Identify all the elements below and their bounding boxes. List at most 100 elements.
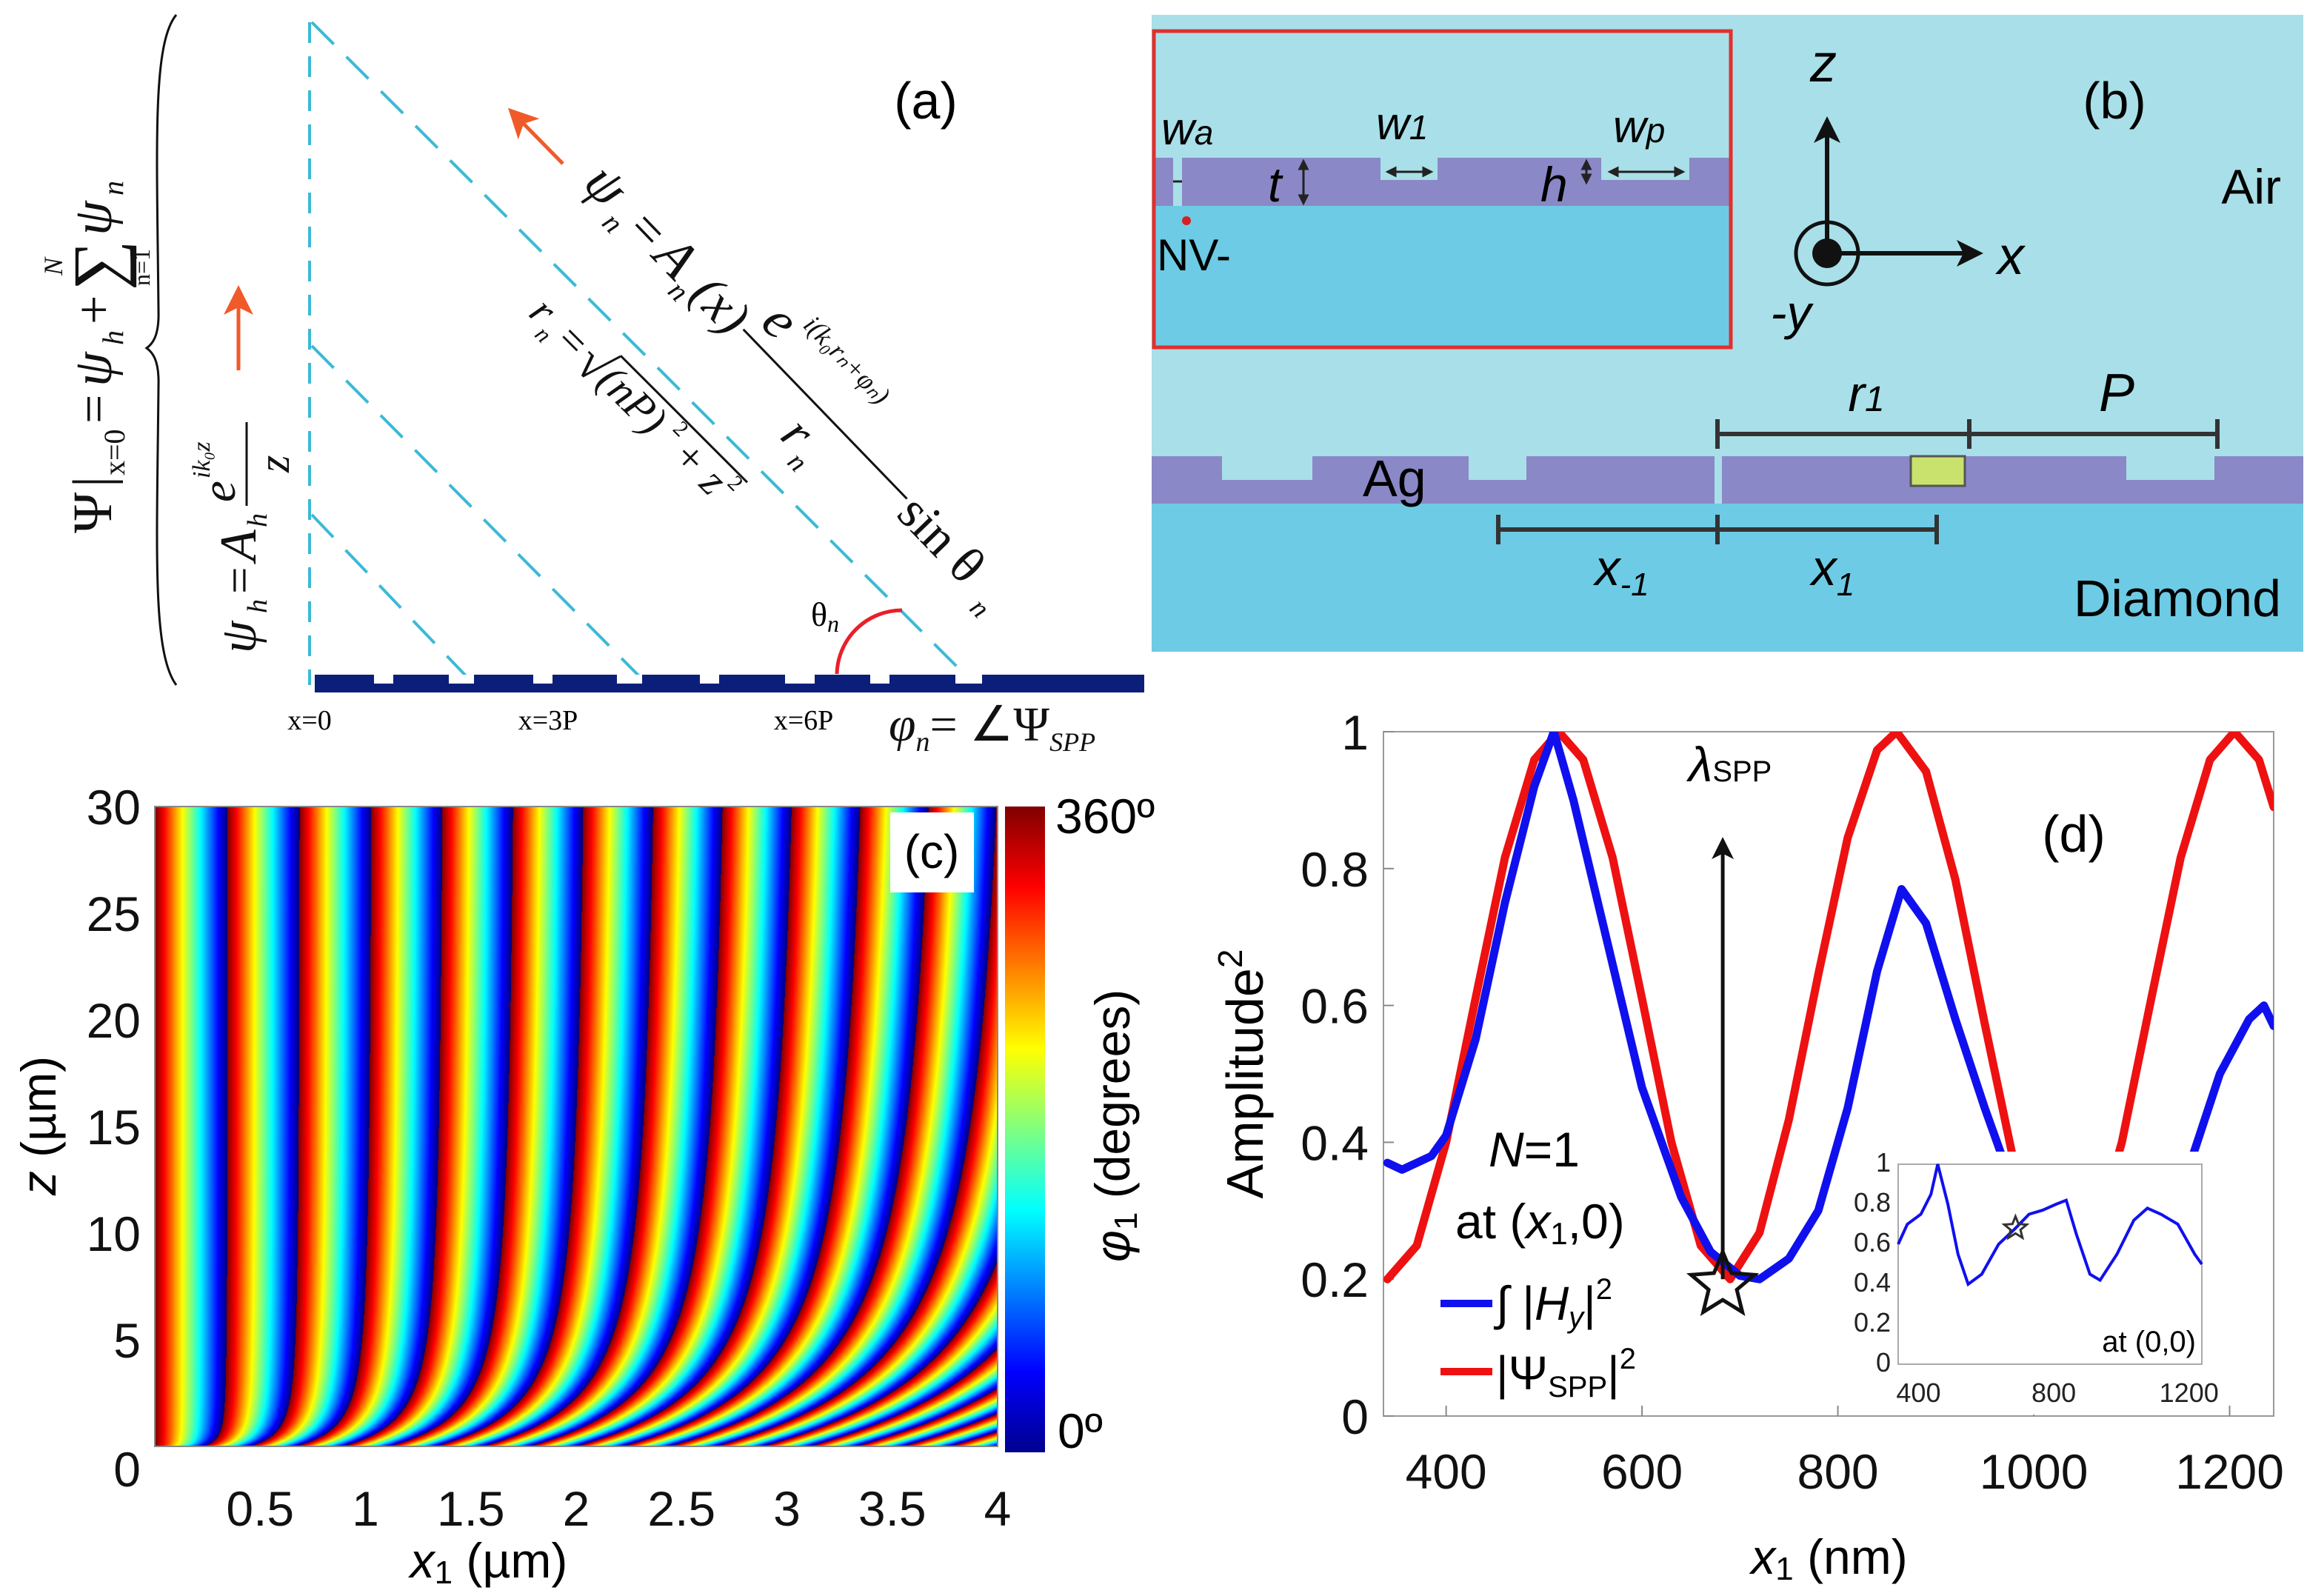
x0-label: x=0 xyxy=(287,705,331,736)
c-y-tick-label: 15 xyxy=(87,1100,141,1155)
h-label: h xyxy=(1540,157,1568,212)
y-axis-label: -y xyxy=(1771,285,1814,340)
eq-total-sum-bottom: n=1 xyxy=(128,249,155,286)
series-psi-spp-line xyxy=(1383,732,2274,1283)
eq-total-psi-h: ψ xyxy=(62,351,124,387)
ag-label: Ag xyxy=(1363,450,1426,507)
colorbar-min-label: 0º xyxy=(1058,1403,1103,1458)
eq-total-sum-top: N xyxy=(39,256,68,276)
c-x-tick-label: 4 xyxy=(984,1481,1012,1536)
eq-h-A: A xyxy=(210,530,267,564)
c-x-ticks: 0.5 1 1.5 2 2.5 3 3.5 4 xyxy=(226,1481,1011,1536)
eq-h-exponent: ik₀z xyxy=(188,441,216,478)
geometry-inset: wa w1 wp t h NV- xyxy=(1152,29,1733,350)
x-1-label: x-1 xyxy=(1592,540,1649,603)
panel-c-label: (c) xyxy=(904,825,960,878)
silver-film xyxy=(1152,456,2303,504)
r1-label: r1 xyxy=(1848,366,1884,422)
x3p-label: x=3P xyxy=(518,705,578,736)
diffraction-ray-3P xyxy=(310,344,649,686)
eq-total-sum: ∑ xyxy=(59,240,137,290)
c-x-tick-label: 3 xyxy=(773,1481,801,1536)
eq-total-equals: = xyxy=(66,395,123,424)
c-y-tick-label: 25 xyxy=(87,887,141,941)
colorbar-max-label: 360º xyxy=(1055,789,1155,844)
eq-total-plus: + xyxy=(66,296,123,324)
d-x-tick-label: 400 xyxy=(1406,1444,1487,1499)
inset-series xyxy=(1897,1163,2203,1287)
c-y-tick-label: 0 xyxy=(113,1442,141,1497)
z-axis-label: z xyxy=(1809,34,1837,93)
grating xyxy=(315,675,1144,692)
scattered-wave-arrow xyxy=(507,107,564,165)
d-ticks: 400 600 800 1000 1200 0 0.2 0.4 0.6 0.8 1 xyxy=(1301,705,2284,1499)
d-y-tick-label: 0.8 xyxy=(1301,842,1369,897)
eq-total-psi: Ψ xyxy=(62,492,124,533)
grating-grooves xyxy=(1222,456,2214,504)
eq-n-exponent: i(k₀rₙ+φₙ) xyxy=(798,310,896,410)
x-axis-label: x xyxy=(1995,227,2026,286)
period-label: P xyxy=(2099,364,2134,423)
d-x-tick-label: 600 xyxy=(1601,1444,1683,1499)
inset-y-tick-label: 0.6 xyxy=(1854,1227,1891,1258)
wa-label: wa xyxy=(1161,104,1213,155)
t-label: t xyxy=(1268,157,1283,212)
inset-background xyxy=(1844,1152,2214,1415)
eq-total-n: n xyxy=(96,181,130,196)
d-y-tick-label: 1 xyxy=(1341,705,1369,760)
inset-x-tick-label: 400 xyxy=(1896,1378,1940,1408)
eq-n-e: e xyxy=(750,290,812,351)
nv-center-dot xyxy=(1182,216,1191,225)
eq-h-A-sub: h xyxy=(242,513,273,527)
radical-bar xyxy=(619,355,749,484)
c-x-tick-label: 2 xyxy=(563,1481,590,1536)
dimension-bars xyxy=(1496,419,2220,544)
inset-hy-line xyxy=(1897,1163,2203,1287)
eq-h-h: h xyxy=(242,599,273,613)
colorbar xyxy=(1005,807,1045,1452)
c-x-tick-label: 3.5 xyxy=(858,1481,927,1536)
inset-plot: 400 800 1200 0 0.2 0.4 0.6 0.8 1 at (0,0) xyxy=(1844,1147,2219,1415)
d-x-tick-label: 1200 xyxy=(2175,1444,2284,1499)
d-y-axis-label: Amplitude2 xyxy=(1211,949,1274,1199)
phase-heatmap xyxy=(155,807,998,1446)
legend: N=1 at (x1,0) ∫ |Hy|2 |ΨSPP|2 xyxy=(1440,1122,1636,1403)
panel-d: 400 600 800 1000 1200 0 0.2 0.4 0.6 0.8 1 (d) λSPP… xyxy=(1211,705,2284,1587)
theta-arc xyxy=(835,608,903,675)
legend-label-psi: |ΨSPP|2 xyxy=(1496,1343,1636,1403)
panel-c: (c) 0.5 1 1.5 2 2.5 3 3.5 4 0 5 10 15 20 25 30 x1 (µm… xyxy=(11,780,1155,1591)
eq-total-psi-n: ψ xyxy=(62,200,124,236)
nv-label: NV- xyxy=(1157,230,1231,280)
c-x-tick-label: 1 xyxy=(352,1481,379,1536)
eq-total-sub: x=0 xyxy=(98,429,131,475)
eq-total-h: h xyxy=(96,330,130,345)
d-y-tick-label: 0.2 xyxy=(1301,1252,1369,1307)
d-x-axis-label: x1 (nm) xyxy=(1749,1529,1907,1587)
inset-y-tick-label: 0.4 xyxy=(1854,1267,1891,1298)
panel-b-label: (b) xyxy=(2083,72,2146,130)
coordinate-axes: z x -y xyxy=(1771,34,2026,340)
eq-h-equals: = xyxy=(213,567,267,594)
legend-position: at (x1,0) xyxy=(1455,1194,1625,1251)
inset-label: at (0,0) xyxy=(2102,1326,2196,1358)
eq-n-psi: ψ xyxy=(572,151,641,219)
eq-r-plus: + z xyxy=(663,430,737,504)
c-y-axis-label: z (µm) xyxy=(11,1056,66,1196)
eq-total-bar: | xyxy=(62,476,124,487)
diamond-label: Diamond xyxy=(2074,570,2281,627)
d-y-tick-label: 0.4 xyxy=(1301,1115,1369,1170)
c-y-ticks: 0 5 10 15 20 25 30 xyxy=(87,780,141,1497)
colorbar-label: φ1 (degrees) xyxy=(1085,989,1144,1262)
star-marker xyxy=(1686,1246,1760,1316)
inset-y-tick-label: 0 xyxy=(1876,1347,1891,1378)
c-y-tick-label: 5 xyxy=(113,1313,141,1368)
legend-label-hy: ∫ |Hy|2 xyxy=(1493,1273,1612,1334)
c-x-axis-label: x1 (µm) xyxy=(408,1533,568,1591)
inset-star-marker xyxy=(2001,1213,2030,1241)
lambda-spp-label: λSPP xyxy=(1686,737,1772,792)
heatmap-frame xyxy=(154,806,998,1447)
legend-n: N=1 xyxy=(1489,1122,1580,1177)
eq-h-e: e xyxy=(193,481,246,502)
equation-psi-h: ψ h = A h e ik₀z z xyxy=(188,422,298,653)
x6p-label: x=6P xyxy=(774,705,834,736)
